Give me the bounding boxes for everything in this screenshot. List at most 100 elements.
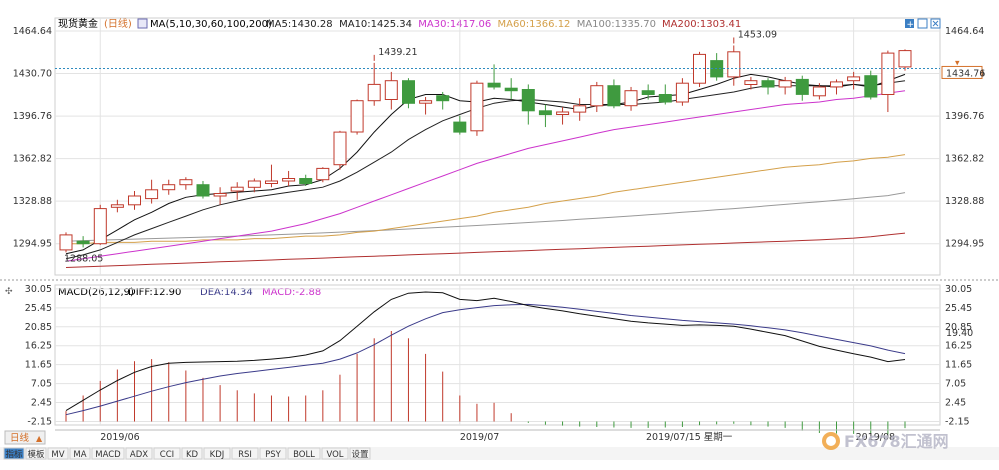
candle (76, 236, 90, 248)
candle (812, 83, 826, 100)
high-annotation: 1453.09 (738, 29, 777, 40)
header-ma-values: MA5:1430.28 MA10:1425.34 MA30:1417.06 MA60:… (266, 19, 741, 30)
macd-tick-label: 20.85 (25, 322, 52, 333)
tab-vol[interactable] (321, 447, 349, 460)
tab-label: VOL (326, 450, 343, 460)
candle-body (110, 204, 124, 208)
candle (402, 78, 415, 109)
tab-指标[interactable] (3, 447, 25, 460)
candle (316, 167, 330, 183)
tab-ma[interactable] (69, 447, 91, 460)
tab-adx[interactable] (125, 447, 153, 460)
candle-body (658, 94, 672, 103)
price-tick-label: 1362.82 (13, 154, 52, 165)
candle (470, 80, 484, 136)
candle (436, 91, 450, 110)
candle (247, 178, 261, 193)
ma-toggle-icon[interactable] (137, 18, 148, 29)
tab-模板[interactable] (25, 447, 47, 460)
tab-设置[interactable] (349, 447, 371, 460)
dif-line (65, 291, 906, 412)
candle (265, 164, 278, 188)
tab-label: ADX (130, 450, 148, 460)
candle-body (93, 208, 107, 245)
ma100-line (65, 192, 906, 242)
candle-body (179, 179, 193, 186)
tab-macd[interactable] (91, 447, 125, 460)
restore-icon[interactable] (917, 18, 928, 29)
ma30-line (65, 90, 906, 262)
x-axis-labels: 2019/06 2019/07 2019/08 (100, 432, 895, 443)
watermark-text: FX678汇通网 (844, 432, 949, 451)
candle (333, 130, 347, 170)
tab-mv[interactable] (47, 447, 69, 460)
macd-y-axis-right: 30.05 25.45 20.85 16.25 11.65 7.05 2.45 -2.15 (945, 284, 972, 428)
candle-body (367, 83, 381, 102)
candle-body (778, 80, 792, 88)
macd-tick-label: 7.05 (31, 379, 52, 390)
candle (179, 177, 193, 190)
candle (487, 64, 501, 90)
candle (898, 49, 912, 71)
candle-body (265, 180, 278, 184)
candle (128, 191, 141, 210)
price-annotations: 1439.21 1453.09 1288.05 (64, 29, 777, 264)
price-tick-label: 1464.64 (945, 26, 984, 37)
candle-body (812, 86, 826, 97)
candle-body (573, 105, 587, 113)
macd-params: MACD(26,12,9) (58, 287, 134, 298)
tab-psy[interactable] (259, 447, 287, 460)
period-button[interactable] (4, 430, 46, 445)
candle (504, 78, 518, 100)
price-tick-label: 1464.64 (13, 26, 52, 37)
candle-body (162, 184, 176, 191)
header-ma-value: MA30:1417.06 (418, 19, 491, 30)
current-price-label: 1434.76 (946, 68, 985, 79)
add-icon[interactable] (905, 19, 914, 28)
candle-body (384, 80, 398, 100)
candle (556, 107, 570, 125)
candle-body (299, 178, 313, 184)
price-tick-label: 1430.70 (13, 69, 52, 80)
macd-tick-label: 25.45 (25, 303, 52, 314)
header-ma-value: MA200:1303.41 (662, 19, 741, 30)
candle (384, 71, 398, 110)
candle (778, 76, 792, 95)
indicator-tabs: 指标 模板 MV MA MACD ADX CCI KD KDJ RSI PSY BOLL VOL 设置 (3, 447, 371, 460)
price-y-axis-right: 1464.641430.701396.761362.821328.881294.… (945, 26, 984, 250)
candle-body (864, 75, 878, 98)
triangle-up-icon: ▲ (36, 434, 43, 443)
tab-cci[interactable] (153, 447, 181, 460)
candle-body (847, 76, 861, 82)
candle-body (76, 240, 90, 245)
tab-kdj[interactable] (203, 447, 231, 460)
candle (145, 179, 159, 204)
price-marker-icon: ▾ (955, 58, 960, 68)
candle (864, 70, 878, 100)
panel-settings-icon[interactable]: ✣ (5, 287, 13, 297)
hover-date: 2019/07/15 星期一 (646, 432, 733, 443)
candle (299, 174, 313, 186)
macd-histogram (65, 331, 906, 435)
macd-tick-label: -2.15 (945, 417, 970, 428)
tab-boll[interactable] (287, 447, 321, 460)
candle (830, 79, 843, 95)
price-grid (55, 18, 940, 275)
candle (230, 182, 244, 200)
candle-body (521, 89, 535, 112)
header-period: (日线) (104, 17, 132, 30)
candle-body (504, 87, 518, 92)
candle-body (470, 82, 484, 132)
candle-body (230, 186, 244, 192)
tab-label: 模板 (27, 449, 45, 460)
candle-body (795, 78, 809, 95)
tab-rsi[interactable] (231, 447, 259, 460)
low-annotation: 1288.05 (64, 253, 103, 264)
x-tick-label: 2019/06 (100, 432, 139, 443)
candle (419, 96, 433, 115)
macd-tick-label: 16.25 (25, 341, 52, 352)
ma10-line (65, 80, 906, 260)
candle-body (881, 52, 895, 95)
tab-kd[interactable] (181, 447, 203, 460)
